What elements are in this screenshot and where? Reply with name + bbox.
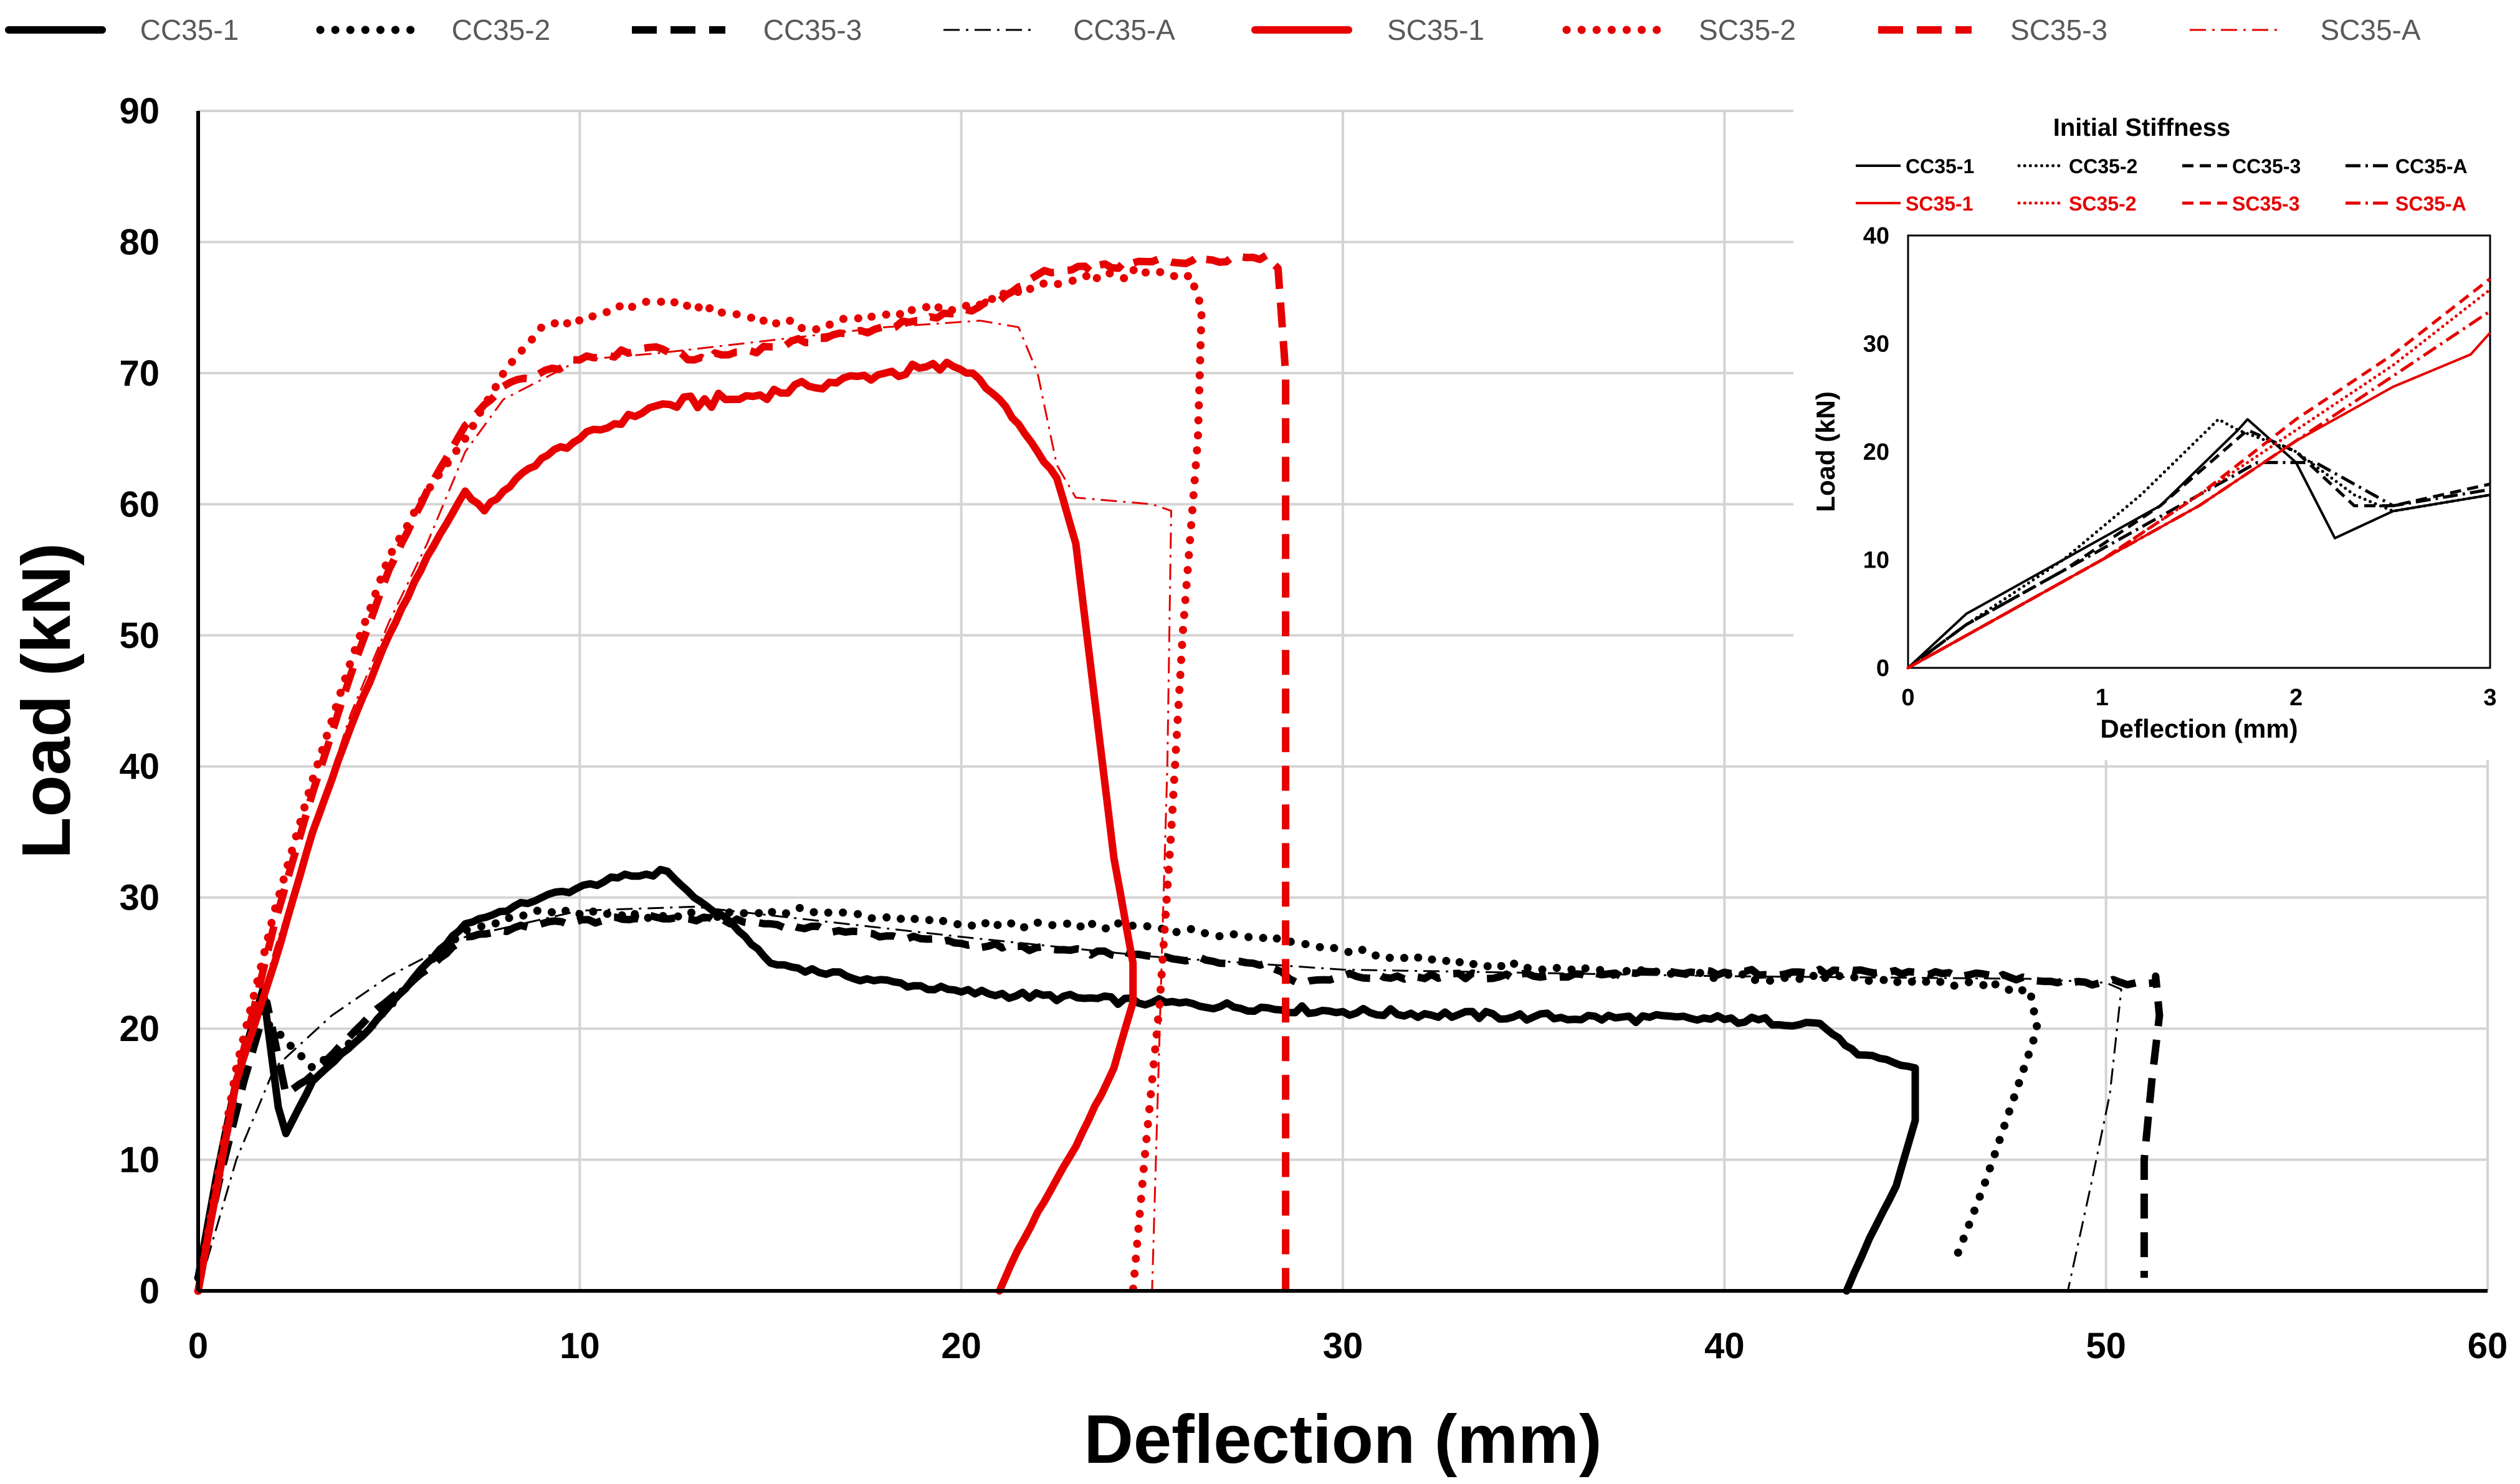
y-tick-label: 80 — [119, 222, 160, 262]
inset-legend-label-sc35-2: SC35-2 — [2069, 193, 2137, 215]
x-tick-label: 30 — [1323, 1326, 1363, 1366]
x-tick-label: 60 — [2468, 1326, 2508, 1366]
series-line-cc35-a — [197, 905, 2122, 1291]
x-tick-label: 20 — [941, 1326, 981, 1366]
inset-legend-label-cc35-a: CC35-A — [2395, 155, 2468, 178]
inset-background — [1793, 100, 2504, 760]
y-tick-label: 50 — [119, 616, 160, 656]
inset-legend-label-sc35-1: SC35-1 — [1906, 193, 1974, 215]
y-tick-label: 0 — [140, 1271, 160, 1311]
inset-y-tick-label: 30 — [1863, 331, 1889, 358]
inset-y-axis-title: Load (kN) — [1811, 391, 1840, 512]
y-tick-label: 90 — [119, 91, 160, 131]
legend-label-cc35-2: CC35-2 — [452, 14, 551, 46]
inset-legend-label-cc35-1: CC35-1 — [1906, 155, 1974, 178]
inset-y-tick-label: 20 — [1863, 439, 1889, 465]
inset-x-tick-label: 0 — [1901, 685, 1914, 711]
inset-legend-label-sc35-a: SC35-A — [2395, 193, 2466, 215]
inset-x-tick-label: 1 — [2096, 685, 2109, 711]
inset-y-tick-label: 0 — [1876, 655, 1889, 682]
y-tick-label: 30 — [119, 878, 160, 918]
series-line-cc35-2 — [194, 903, 2041, 1282]
inset-y-tick-label: 40 — [1863, 223, 1889, 249]
legend-label-sc35-1: SC35-1 — [1387, 14, 1484, 46]
series-line-sc35-1 — [194, 358, 1137, 1295]
main-legend: CC35-1 CC35-2 CC35-3 CC35-A SC35-1 SC35-2 SC35… — [5, 14, 2421, 46]
main-axes: 0 10 20 30 40 50 600102030405060708090Deflecti… — [8, 91, 2508, 1478]
inset-series-line-cc35-1 — [1907, 418, 2491, 669]
legend-label-cc35-a: CC35-A — [1073, 14, 1175, 46]
legend-label-sc35-a: SC35-A — [2320, 14, 2420, 46]
inset-legend-label-cc35-3: CC35-3 — [2232, 155, 2301, 178]
inset-series-line-cc35-2 — [1906, 417, 2492, 670]
inset-title: Initial Stiffness — [2053, 114, 2231, 141]
series-line-sc35-a — [197, 320, 1172, 1291]
inset-chart: Initial Stiffness CC35-1 CC35-2 CC35-3 CC35-… — [1793, 100, 2504, 760]
y-tick-label: 70 — [119, 353, 160, 394]
series-line-sc35-3 — [194, 251, 1290, 1292]
y-tick-label: 60 — [119, 484, 160, 525]
legend-label-cc35-1: CC35-1 — [140, 14, 239, 46]
legend-label-sc35-3: SC35-3 — [2010, 14, 2107, 46]
series-line-sc35-2 — [194, 264, 1206, 1295]
legend-label-cc35-3: CC35-3 — [763, 14, 862, 46]
x-tick-label: 50 — [2086, 1326, 2126, 1366]
inset-x-tick-label: 3 — [2483, 685, 2496, 711]
inset-plot-frame — [1907, 234, 2491, 669]
series-line-cc35-1 — [194, 865, 1919, 1295]
x-tick-label: 0 — [188, 1326, 208, 1366]
main-series-group — [194, 251, 2164, 1295]
inset-x-axis-title: Deflection (mm) — [2100, 714, 2298, 743]
inset-legend-label-cc35-2: CC35-2 — [2069, 155, 2137, 178]
y-tick-label: 20 — [119, 1009, 160, 1049]
inset-series-line-sc35-a — [1907, 310, 2491, 670]
inset-legend-label-sc35-3: SC35-3 — [2232, 193, 2300, 215]
x-tick-label: 10 — [560, 1326, 600, 1366]
y-tick-label: 10 — [119, 1140, 160, 1181]
series-line-cc35-3 — [194, 911, 2164, 1279]
y-axis-title: Load (kN) — [8, 543, 85, 859]
legend-label-sc35-2: SC35-2 — [1699, 14, 1796, 46]
inset-series-line-cc35-a — [1907, 460, 2491, 670]
y-tick-label: 40 — [119, 746, 160, 787]
inset-y-tick-label: 10 — [1863, 548, 1889, 574]
inset-series-line-cc35-3 — [1907, 428, 2491, 670]
x-axis-title: Deflection (mm) — [1084, 1401, 1601, 1478]
inset-x-tick-label: 2 — [2289, 685, 2303, 711]
x-tick-label: 40 — [1704, 1326, 1745, 1366]
